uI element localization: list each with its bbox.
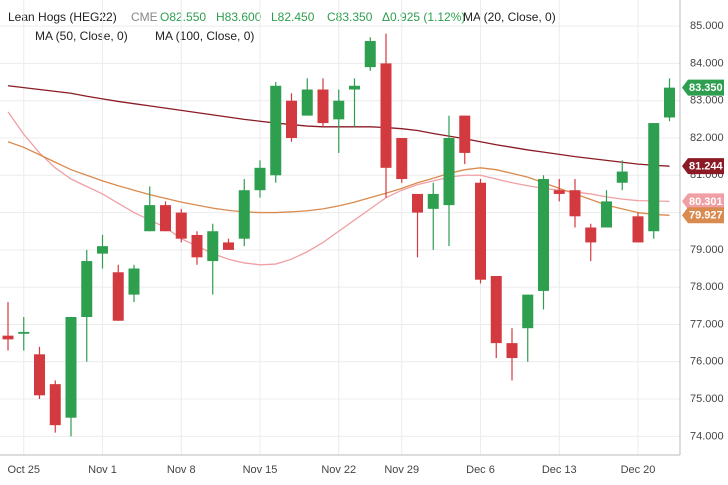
legend-entry: MA (100, Close, 0)	[155, 29, 254, 43]
candle-body	[49, 384, 61, 426]
legend-entry: MA (50, Close, 0)	[35, 29, 128, 43]
candle-body	[553, 190, 565, 194]
candle-body	[175, 212, 187, 239]
y-tick-label: 79.000	[690, 244, 724, 256]
candle-body	[538, 179, 549, 291]
candle-body	[317, 89, 329, 124]
candle-body	[412, 193, 423, 213]
candle-body	[569, 190, 581, 217]
candle-body	[112, 272, 124, 321]
candle-body	[270, 85, 282, 176]
candle-body	[475, 182, 486, 280]
price-tag	[682, 207, 724, 224]
y-tick-label: 74.000	[690, 430, 724, 442]
x-tick-label: Dec 20	[621, 464, 656, 476]
candle-body	[160, 205, 171, 232]
candle-body	[396, 137, 408, 180]
price-tag-label: 81.244	[689, 161, 724, 173]
candle-body	[286, 100, 297, 138]
candle-body	[522, 294, 534, 329]
close-label: C83.350	[327, 10, 373, 24]
change-label: Δ0.925 (1.12%)	[382, 10, 465, 24]
candle-body	[427, 193, 439, 209]
y-tick-label: 76.000	[690, 356, 724, 368]
candle-body	[506, 343, 518, 359]
candle-body	[238, 190, 250, 239]
candle-body	[144, 205, 156, 232]
candle-body	[664, 87, 675, 118]
candle-body	[34, 354, 45, 396]
y-tick-label: 83.000	[690, 95, 724, 107]
candle-body	[2, 335, 14, 340]
candle-body	[254, 167, 266, 191]
candle-body	[380, 63, 392, 168]
x-tick-label: Nov 22	[321, 464, 356, 476]
price-tag	[682, 79, 724, 96]
candle-body	[632, 216, 644, 243]
candle-body	[459, 115, 471, 153]
price-tag-label: 79.927	[689, 210, 723, 222]
candle-body	[333, 100, 345, 120]
candle-body	[191, 234, 203, 258]
candle-body	[364, 41, 376, 68]
x-tick-label: Nov 8	[167, 464, 196, 476]
y-tick-label: 85.000	[690, 20, 724, 32]
candle-body	[207, 231, 219, 262]
candle-body	[616, 171, 628, 183]
x-tick-label: Nov 15	[243, 464, 278, 476]
candle-body	[648, 123, 660, 232]
candle-body	[490, 275, 502, 344]
low-label: L82.450	[271, 10, 315, 24]
x-tick-label: Oct 25	[8, 464, 40, 476]
y-tick-label: 75.000	[690, 393, 724, 405]
y-tick-label: 84.000	[690, 57, 724, 69]
price-tag-label: 80.301	[689, 196, 723, 208]
y-tick-label: 78.000	[690, 281, 724, 293]
high-label: H83.600	[216, 10, 262, 24]
exchange: CME	[131, 10, 158, 24]
candle-body	[585, 227, 597, 243]
price-tag-label: 83.350	[689, 82, 723, 94]
x-tick-label: Nov 1	[88, 464, 117, 476]
x-tick-label: Dec 13	[542, 464, 577, 476]
candle-body	[223, 242, 234, 250]
candle-body	[128, 268, 140, 295]
candle-body	[443, 137, 455, 206]
candle-body	[601, 201, 612, 228]
candle-body	[349, 85, 360, 90]
open-label: O82.550	[160, 10, 206, 24]
candle-body	[97, 246, 108, 254]
symbol: Lean Hogs (HEG22)	[8, 10, 117, 24]
x-tick-label: Nov 29	[384, 464, 419, 476]
price-tag	[682, 193, 724, 210]
y-tick-label: 82.000	[690, 132, 724, 144]
y-tick-label: 77.000	[690, 318, 724, 330]
candle-body	[81, 261, 93, 318]
x-tick-label: Dec 6	[466, 464, 495, 476]
legend-entry: MA (20, Close, 0)	[463, 10, 556, 24]
candle-body	[301, 89, 313, 116]
price-tag	[682, 158, 724, 175]
candle-body	[18, 331, 30, 334]
candle-body	[65, 317, 77, 418]
